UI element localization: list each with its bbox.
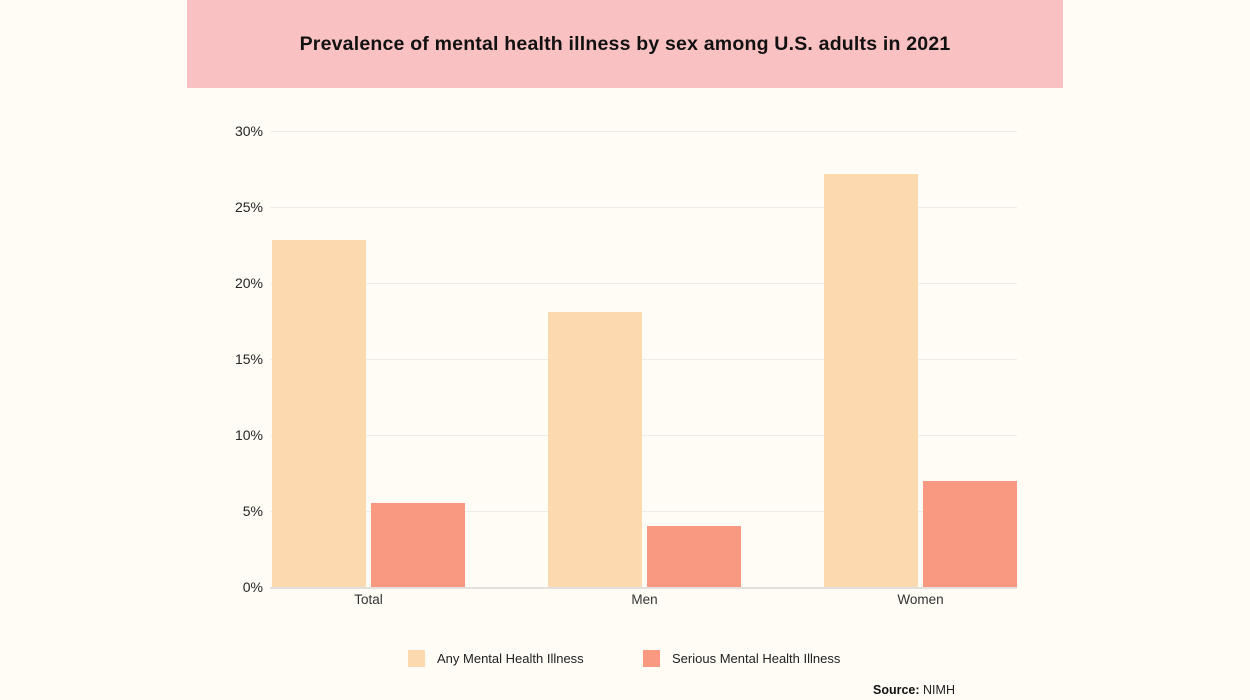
gridline xyxy=(270,435,1017,436)
y-axis-tick-label: 25% xyxy=(234,199,263,215)
legend-label: Any Mental Health Illness xyxy=(437,651,584,666)
bar-total-serious-mhi xyxy=(371,503,465,587)
gridline xyxy=(270,283,1017,284)
gridline xyxy=(270,359,1017,360)
legend-swatch-serious xyxy=(643,650,660,667)
bar-women-any-mhi xyxy=(824,173,918,587)
y-axis-tick-label: 20% xyxy=(234,275,263,291)
title-banner: Prevalence of mental health illness by s… xyxy=(187,0,1063,88)
bar-men-any-mhi xyxy=(548,311,642,587)
x-axis-line xyxy=(270,587,1017,589)
gridline xyxy=(270,511,1017,512)
source-value: NIMH xyxy=(923,683,955,697)
source-label: Source: xyxy=(873,683,920,697)
legend-item-any-mental-health-illness: Any Mental Health Illness xyxy=(408,650,584,667)
gridline xyxy=(270,131,1017,132)
x-axis-category-label: Total xyxy=(354,592,383,607)
y-axis-tick-label: 0% xyxy=(242,579,263,595)
bar-men-serious-mhi xyxy=(647,526,741,587)
gridline xyxy=(270,207,1017,208)
source-note: Source: NIMH xyxy=(873,683,955,697)
y-axis-tick-label: 30% xyxy=(234,123,263,139)
bar-total-any-mhi xyxy=(272,240,366,587)
legend-label: Serious Mental Health Illness xyxy=(672,651,841,666)
y-axis-tick-label: 10% xyxy=(234,427,263,443)
bar-women-serious-mhi xyxy=(923,480,1017,587)
x-axis-category-label: Women xyxy=(897,592,944,607)
chart-title: Prevalence of mental health illness by s… xyxy=(299,32,951,55)
x-axis-category-label: Men xyxy=(631,592,658,607)
legend-swatch-any xyxy=(408,650,425,667)
legend-item-serious-mental-health-illness: Serious Mental Health Illness xyxy=(643,650,840,667)
y-axis-tick-label: 5% xyxy=(242,503,263,519)
y-axis-tick-label: 15% xyxy=(234,351,263,367)
